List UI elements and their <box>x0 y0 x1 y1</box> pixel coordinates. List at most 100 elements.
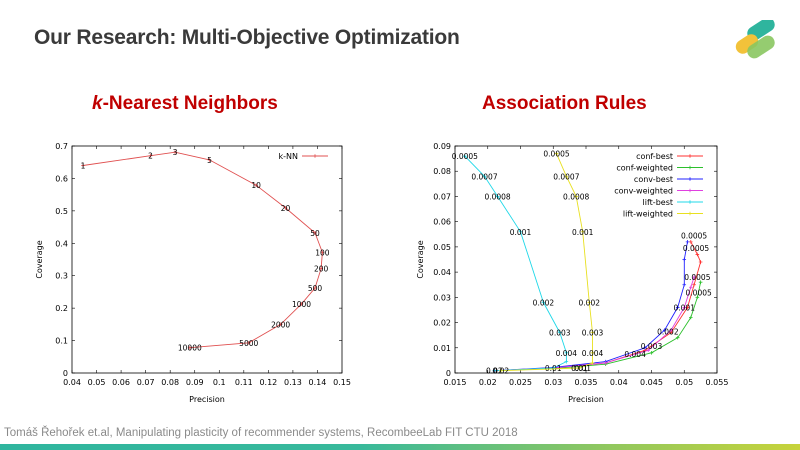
data-point <box>148 153 153 158</box>
x-tick-label: 0.02 <box>479 378 497 387</box>
data-label: 3 <box>173 148 178 157</box>
y-tick-label: 0.07 <box>433 192 451 201</box>
data-point <box>492 368 497 373</box>
data-point <box>518 229 523 234</box>
data-point <box>313 286 317 290</box>
legend-label: k-NN <box>279 152 299 161</box>
data-point <box>319 266 323 271</box>
bottom-accent-bar <box>0 444 800 450</box>
annotation-label: 0.002 <box>657 327 679 336</box>
data-point <box>643 345 647 350</box>
data-point <box>675 335 680 340</box>
data-label: 0.02 <box>492 367 509 376</box>
data-point <box>689 240 693 244</box>
knn-title-italic: k <box>92 93 103 114</box>
recombee-logo-icon <box>735 20 775 59</box>
y-tick-label: 0.04 <box>433 268 451 277</box>
data-label: 500 <box>308 284 323 293</box>
data-label: 2 <box>148 152 153 161</box>
data-point <box>81 163 85 168</box>
annotation-label: 0.003 <box>641 342 663 351</box>
x-tick-label: 0.12 <box>259 378 277 387</box>
y-tick-label: 0.4 <box>55 239 68 248</box>
series-line-lift-weighted <box>500 153 593 372</box>
data-point <box>564 174 569 179</box>
y-tick-label: 0.09 <box>433 142 451 151</box>
data-point <box>495 194 500 199</box>
y-tick-label: 0.08 <box>433 167 451 176</box>
legend-marker <box>688 200 692 204</box>
data-point <box>685 305 690 310</box>
data-label: 0.004 <box>582 349 604 358</box>
data-point <box>564 351 569 355</box>
x-tick-label: 0.1 <box>213 378 226 387</box>
data-point <box>207 158 212 162</box>
legend-marker <box>688 211 692 216</box>
annotation-label: 0.004 <box>624 350 646 359</box>
x-tick-label: 0.07 <box>137 378 155 387</box>
data-point <box>669 328 673 332</box>
x-tick-label: 0.11 <box>235 378 253 387</box>
data-label: 0.003 <box>549 329 571 338</box>
data-point <box>695 252 700 257</box>
x-tick-label: 0.09 <box>186 378 204 387</box>
data-point <box>682 257 687 262</box>
data-point <box>603 361 608 365</box>
x-tick-label: 0.045 <box>640 378 663 387</box>
annotation-label: 0.0005 <box>684 273 710 282</box>
legend-marker <box>688 154 692 158</box>
knn-title-rest: -Nearest Neighbors <box>102 93 278 114</box>
data-label: 0.0007 <box>553 172 579 181</box>
data-point <box>692 282 696 287</box>
data-point <box>675 305 680 310</box>
legend-label: conf-best <box>636 152 673 161</box>
data-point <box>692 275 696 279</box>
y-tick-label: 0.7 <box>55 142 68 151</box>
data-label: 2000 <box>271 320 290 329</box>
series-line-k-NN <box>82 151 323 349</box>
data-label: 5000 <box>239 339 258 348</box>
data-point <box>577 366 582 370</box>
y-tick-label: 0.6 <box>55 174 68 183</box>
y-tick-label: 0.02 <box>433 319 451 328</box>
data-point <box>541 300 546 305</box>
data-point <box>587 300 592 305</box>
data-label: 0.0007 <box>471 172 497 181</box>
x-tick-label: 0.04 <box>610 378 628 387</box>
x-axis-label: Precision <box>568 395 604 404</box>
data-label: 0.0005 <box>452 152 478 161</box>
y-axis-label: Coverage <box>35 240 44 278</box>
x-tick-label: 0.15 <box>333 378 351 387</box>
association-rules-section-title: Association Rules <box>482 93 647 114</box>
y-tick-label: 0.05 <box>433 243 451 252</box>
x-tick-label: 0.035 <box>575 378 598 387</box>
y-tick-label: 0.01 <box>433 344 451 353</box>
data-point <box>499 368 503 373</box>
legend-label: lift-best <box>643 198 673 207</box>
data-point <box>689 315 693 320</box>
legend-label: conv-weighted <box>614 187 673 196</box>
x-tick-label: 0.05 <box>675 378 693 387</box>
y-tick-label: 0.03 <box>433 293 451 302</box>
data-label: 10000 <box>178 344 202 353</box>
data-label: 50 <box>310 229 320 238</box>
data-point <box>278 322 283 327</box>
footer-citation: Tomáš Řehořek et.al, Manipulating plasti… <box>4 427 518 439</box>
data-point <box>685 240 690 244</box>
data-point <box>246 341 251 345</box>
legend-marker <box>688 177 692 181</box>
data-label: 1 <box>81 161 86 170</box>
y-tick-label: 0.1 <box>55 337 68 346</box>
data-label: 0.002 <box>533 298 555 307</box>
legend-label: lift-weighted <box>623 210 673 219</box>
data-point <box>188 345 192 350</box>
slide-title: Our Research: Multi-Objective Optimizati… <box>34 26 460 49</box>
data-label: 0.002 <box>579 298 601 307</box>
y-tick-label: 0 <box>63 369 68 378</box>
data-point <box>695 295 700 300</box>
data-point <box>682 282 687 287</box>
data-point <box>698 280 703 284</box>
legend-marker <box>313 154 317 158</box>
